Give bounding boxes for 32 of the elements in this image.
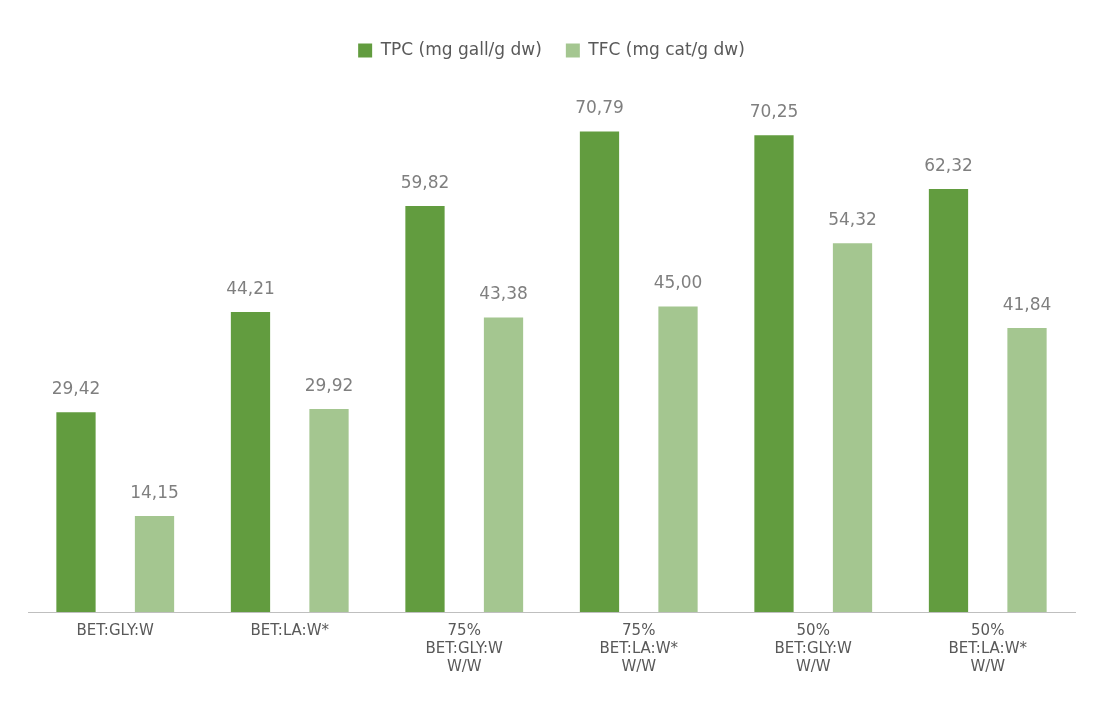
x-tick-label: 50% BET:LA:W* W/W [948, 620, 1028, 675]
data-label: 45,00 [653, 272, 703, 293]
bar [832, 243, 873, 612]
bar [56, 412, 96, 612]
bar [579, 131, 620, 612]
bar [754, 135, 794, 612]
bar [309, 408, 349, 612]
data-label: 70,25 [749, 101, 799, 122]
legend-label: TFC (mg cat/g dw) [587, 38, 745, 59]
x-tick-label: 75% BET:LA:W* W/W [599, 620, 679, 675]
x-tick-label: 75% BET:GLY:W W/W [425, 620, 504, 675]
data-label: 41,84 [1002, 293, 1052, 314]
data-label: 59,82 [400, 171, 450, 192]
data-label: 29,42 [51, 378, 101, 399]
bar [134, 515, 175, 612]
data-label: 62,32 [924, 154, 973, 175]
bar [928, 189, 969, 612]
bar [230, 311, 271, 612]
data-label: 54,32 [828, 209, 877, 230]
data-label: 14,15 [130, 481, 179, 502]
bar [483, 317, 524, 612]
data-label: 29,92 [304, 374, 354, 395]
data-label: 43,38 [479, 283, 528, 304]
x-tick-label: BET:GLY:W [76, 620, 155, 639]
legend-label: TPC (mg gall/g dw) [379, 38, 542, 59]
data-label: 44,21 [226, 277, 275, 298]
bar [1007, 328, 1047, 612]
data-label: 70,79 [575, 97, 624, 118]
bar [658, 306, 698, 612]
bar [405, 205, 445, 612]
x-tick-label: BET:LA:W* [250, 620, 330, 639]
x-tick-label: 50% BET:GLY:W W/W [774, 620, 853, 675]
